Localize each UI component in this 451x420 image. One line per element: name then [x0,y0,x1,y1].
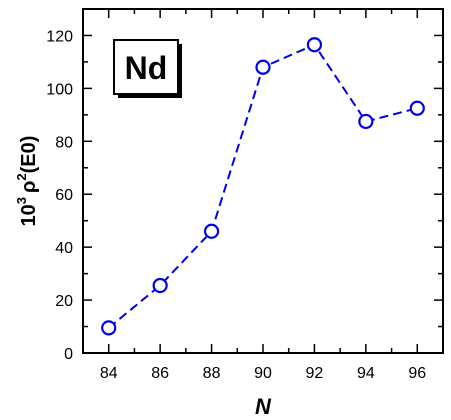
y-tick-label: 20 [55,293,73,310]
y-axis-title-base: 10 [18,204,40,226]
data-point [306,37,323,53]
y-axis-title: 103 ρ2(E0) [14,136,40,227]
data-point [203,223,220,239]
x-tick-label: 86 [151,365,169,382]
y-axis-title-rest: (E0) [18,136,40,174]
data-point [255,59,271,75]
data-point [152,277,168,294]
y-tick-label: 100 [46,81,73,98]
x-tick-label: 96 [408,365,426,382]
y-tick-label: 60 [55,187,73,204]
x-tick-label: 88 [203,365,221,382]
plot-frame [82,8,444,354]
y-tick-label: 0 [64,346,73,363]
y-tick-label: 80 [55,134,73,151]
data-point [409,100,425,116]
x-tick-label: 84 [100,365,118,382]
y-axis-title-rho: ρ [18,181,40,193]
data-point [101,320,117,336]
annotation-box: Nd [113,39,182,98]
y-tick-label: 120 [46,28,73,45]
x-axis-title: N [255,394,272,419]
axis-ticks [82,9,444,354]
annotation-label: Nd [125,50,168,86]
x-tick-label: 90 [254,365,272,382]
x-tick-label: 92 [306,365,324,382]
data-point [358,113,374,130]
x-tick-label: 94 [357,365,375,382]
y-tick-label: 40 [55,240,73,257]
data-points [101,37,425,336]
axis-tick-labels: 84 86 88 90 92 94 96 0 20 40 60 80 100 120 [46,28,426,382]
y-axis-title-exp2: 2 [14,173,29,180]
y-axis-title-exp: 3 [14,197,29,204]
